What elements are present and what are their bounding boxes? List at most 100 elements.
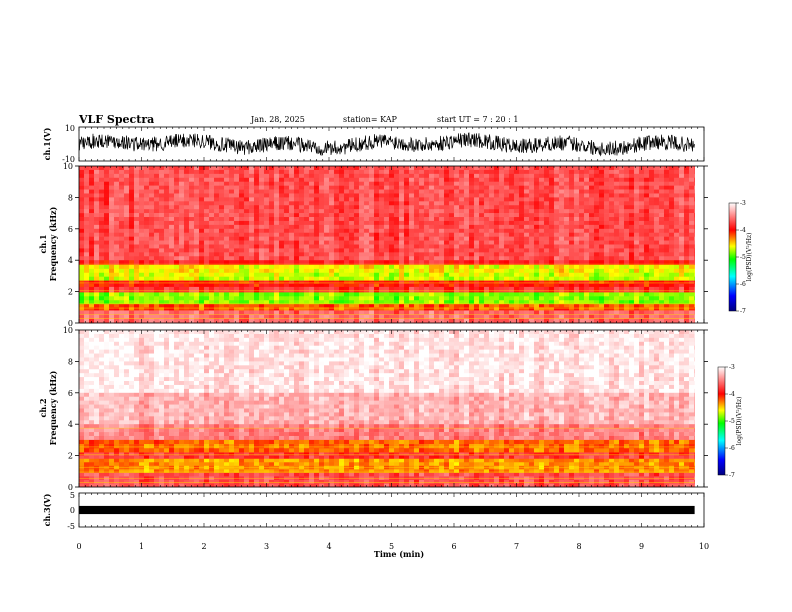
spectrogram-cell: [169, 252, 175, 257]
spectrogram-cell: [274, 189, 280, 194]
spectrogram-cell: [219, 193, 225, 198]
spectrogram-cell: [549, 173, 555, 179]
spectrogram-cell: [574, 209, 580, 214]
spectrogram-cell: [429, 318, 435, 324]
spectrogram-cell: [274, 169, 280, 175]
spectrogram-cell: [244, 244, 250, 249]
spectrogram-cell: [694, 189, 695, 194]
spectrogram-cell: [304, 173, 310, 179]
spectrogram-cell: [534, 252, 540, 257]
spectrogram-cell: [484, 307, 490, 311]
spectrogram-cell: [379, 205, 385, 210]
spectrogram-cell: [414, 256, 420, 261]
spectrogram-cell: [694, 197, 695, 202]
spectrogram-cell: [319, 209, 325, 214]
spectrogram-cell: [359, 264, 365, 270]
spectrogram-cell: [434, 232, 440, 237]
spectrogram-cell: [239, 236, 245, 241]
spectrogram-cell: [484, 318, 490, 324]
spectrogram-cell: [164, 310, 170, 315]
spectrogram-cell: [169, 185, 175, 190]
spectrogram-cell: [669, 276, 675, 281]
spectrogram-cell: [474, 256, 480, 261]
spectrogram-cell: [689, 177, 695, 182]
spectrogram-cell: [389, 314, 395, 320]
spectrogram-cell: [474, 193, 480, 198]
spectrogram-cell: [504, 197, 510, 202]
spectrogram-cell: [339, 220, 345, 226]
spectrogram-cell: [579, 296, 585, 301]
spectrogram-cell: [474, 232, 480, 237]
spectrogram-cell: [174, 209, 180, 214]
spectrogram-cell: [544, 181, 550, 186]
spectrogram-cell: [339, 205, 345, 210]
spectrogram-cell: [169, 292, 175, 297]
spectrogram-cell: [639, 286, 645, 293]
spectrogram-cell: [489, 268, 495, 274]
spectrogram-cell: [504, 248, 510, 253]
spectrogram-cell: [624, 177, 630, 182]
spectrogram-cell: [94, 177, 100, 182]
spectrogram-cell: [144, 217, 150, 222]
spectrogram-cell: [269, 318, 275, 324]
ch1-waveform-trace: [78, 132, 695, 157]
spectrogram-cell: [284, 240, 290, 245]
spectrogram-cell: [249, 205, 255, 210]
spectrogram-cell: [424, 224, 430, 230]
spectrogram-cell: [144, 169, 150, 175]
spectrogram-cell: [124, 213, 130, 218]
spectrogram-cell: [409, 177, 415, 182]
spectrogram-cell: [369, 169, 375, 175]
spectrogram-cell: [634, 236, 640, 241]
spectrogram-cell: [674, 166, 680, 171]
spectrogram-cell: [249, 166, 255, 171]
spectrogram-cell: [674, 209, 680, 214]
spectrogram-cell: [464, 220, 470, 226]
spectrogram-cell: [369, 232, 375, 237]
spectrogram-cell: [479, 217, 485, 222]
spectrogram-cell: [159, 268, 165, 274]
spectrogram-cell: [334, 300, 340, 305]
spectrogram-cell: [109, 189, 115, 194]
spectrogram-cell: [509, 248, 515, 253]
spectrogram-cell: [454, 193, 460, 198]
spectrogram-cell: [179, 300, 185, 305]
spectrogram-cell: [339, 286, 345, 293]
spectrogram-cell: [99, 185, 105, 190]
spectrogram-cell: [439, 256, 445, 261]
spectrogram-cell: [499, 252, 505, 257]
spectrogram-cell: [509, 276, 515, 281]
spectrogram-cell: [414, 173, 420, 179]
spectrogram-cell: [314, 197, 320, 202]
spectrogram-cell: [409, 304, 415, 308]
spectrogram-cell: [169, 228, 175, 234]
spectrogram-cell: [304, 193, 310, 198]
spectrogram-cell: [684, 205, 690, 210]
spectrogram-cell: [414, 224, 420, 230]
spectrogram-cell: [299, 177, 305, 182]
spectrogram-cell: [629, 240, 635, 245]
spectrogram-cell: [239, 292, 245, 297]
spectrogram-cell: [614, 193, 620, 198]
spectrogram-cell: [344, 296, 350, 301]
spectrogram-cell: [319, 228, 325, 234]
spectrogram-cell: [459, 232, 465, 237]
spectrogram-cell: [399, 220, 405, 226]
spectrogram-cell: [164, 286, 170, 293]
spectrogram-cell: [629, 310, 635, 315]
spectrogram-cell: [429, 286, 435, 293]
spectrogram-cell: [419, 209, 425, 214]
spectrogram-cell: [534, 310, 540, 315]
spectrogram-cell: [624, 181, 630, 186]
spectrogram-cell: [409, 296, 415, 301]
spectrogram-cell: [679, 260, 685, 266]
spectrogram-cell: [359, 318, 365, 324]
spectrogram-cell: [129, 236, 135, 241]
spectrogram-cell: [339, 248, 345, 253]
spectrogram-cell: [349, 252, 355, 257]
spectrogram-cell: [574, 268, 580, 274]
spectrogram-cell: [284, 260, 290, 266]
spectrogram-cell: [589, 189, 595, 194]
spectrogram-cell: [264, 314, 270, 320]
spectrogram-cell: [309, 264, 315, 270]
